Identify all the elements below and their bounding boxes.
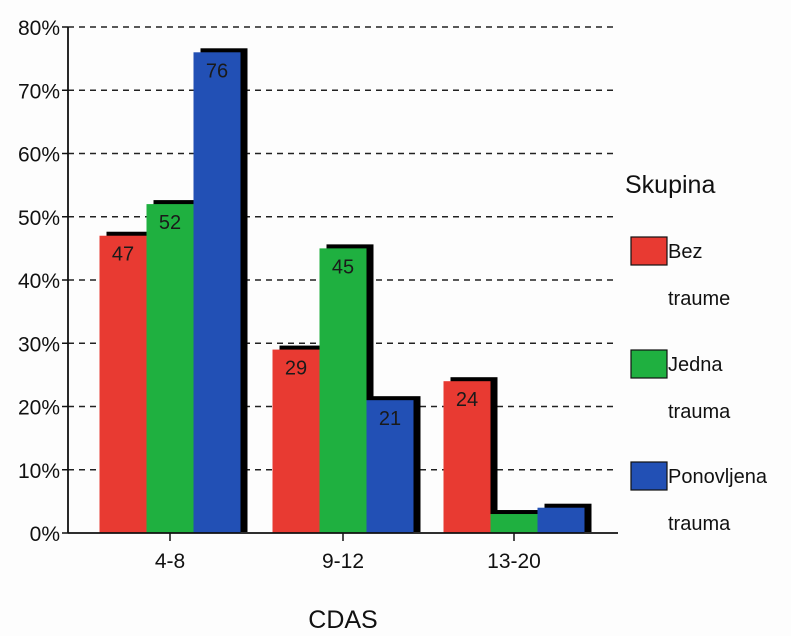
bar-value-label: 21	[379, 408, 401, 430]
legend-swatch	[630, 461, 668, 491]
legend-label-line2: trauma	[668, 513, 731, 535]
legend-label: Bez	[668, 241, 702, 263]
bar	[193, 52, 241, 534]
bar-value-label: 47	[112, 244, 134, 266]
bar-value-label: 45	[332, 256, 354, 278]
axes: 0% 10% 20% 30% 40% 50% 60% 70% 80% 4-8 9-12 13-20	[18, 17, 618, 573]
bar	[537, 507, 585, 533]
x-axis-title: CDAS	[308, 606, 377, 634]
legend-swatch	[630, 236, 668, 266]
y-tick-label: 50%	[18, 207, 60, 230]
data-labels: 47 52 76 29 45 21 24	[112, 60, 478, 430]
bar-value-label: 29	[285, 358, 307, 380]
y-tick-label: 0%	[30, 523, 60, 546]
x-tick-label: 13-20	[487, 550, 541, 573]
y-tick-label: 40%	[18, 270, 60, 293]
bar	[146, 204, 194, 533]
legend-label-line2: traume	[668, 288, 730, 310]
bar-value-label: 52	[159, 212, 181, 234]
x-tick-label: 9-12	[322, 550, 364, 573]
y-tick-label: 80%	[18, 17, 60, 40]
legend-title: Skupina	[625, 171, 715, 199]
y-tick-label: 60%	[18, 144, 60, 167]
legend-label: Jedna	[668, 354, 723, 376]
bar	[99, 235, 147, 533]
bar	[443, 381, 491, 533]
y-tick-label: 10%	[18, 460, 60, 483]
y-tick-label: 30%	[18, 333, 60, 356]
bar	[272, 349, 320, 533]
y-tick-label: 70%	[18, 80, 60, 103]
bar	[366, 400, 414, 533]
legend-label: Ponovljena	[668, 466, 768, 488]
bar	[319, 248, 367, 533]
legend-label-line2: trauma	[668, 401, 731, 423]
bar	[490, 514, 538, 533]
bars	[99, 48, 592, 534]
bar-value-label: 24	[456, 389, 478, 411]
legend: Skupina Bez traume Jedna trauma Ponovljena tra…	[625, 171, 768, 535]
x-tick-label: 4-8	[155, 550, 185, 573]
bar-value-label: 76	[206, 60, 228, 82]
y-tick-label: 20%	[18, 397, 60, 420]
legend-swatch	[630, 349, 668, 379]
